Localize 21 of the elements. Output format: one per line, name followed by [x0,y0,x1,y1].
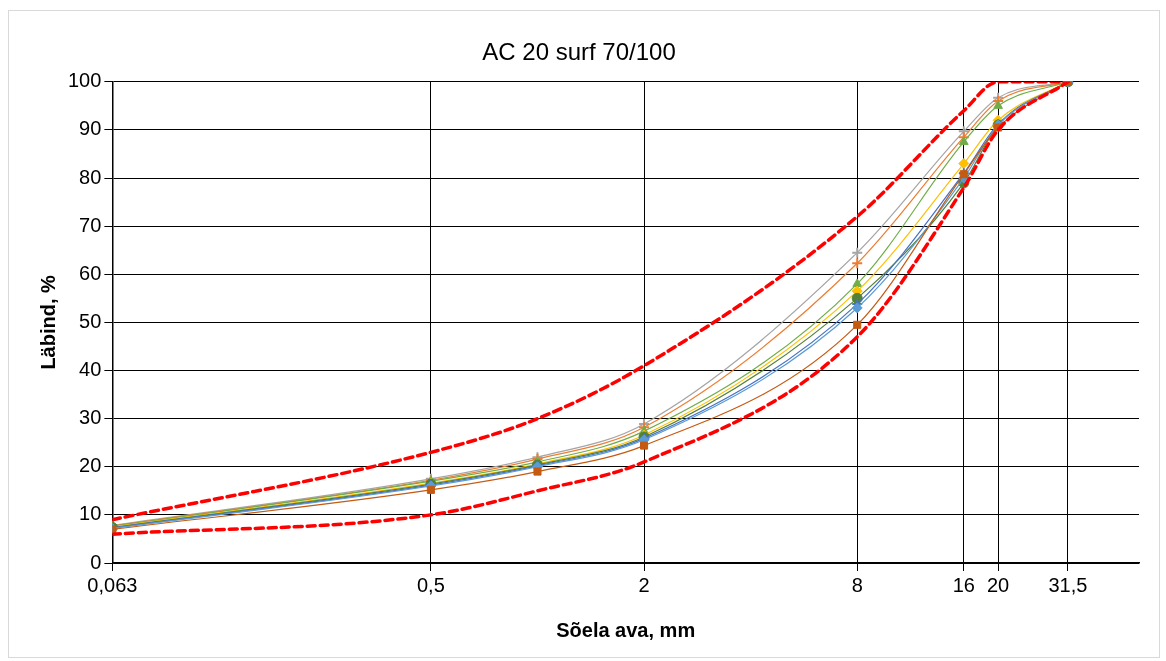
y-tick-label: 10 [79,502,102,525]
y-tick-label: 70 [79,213,102,236]
y-tick-label: 30 [79,406,102,429]
x-tick-label: 16 [952,573,975,596]
y-tick-label: 40 [79,358,102,381]
y-tick-label: 90 [79,117,102,140]
x-tick-label: 0,063 [87,573,138,596]
x-tick-label: 8 [851,573,863,596]
x-tick-label: 20 [986,573,1010,596]
y-tick-label: 80 [79,165,102,188]
x-tick-label: 2 [638,573,650,596]
x-tick-label: 0,5 [416,573,445,596]
chart-title: AC 20 surf 70/100 [482,38,676,66]
y-axis-title: Läbind, % [36,274,59,370]
y-tick-label: 0 [90,550,102,573]
y-tick-label: 100 [67,69,102,92]
y-tick-label: 50 [79,309,102,332]
x-axis-title: Sõela ava, mm [556,618,696,641]
y-tick-label: 60 [79,261,102,284]
x-tick-label: 31,5 [1048,573,1088,596]
y-tick-label: 20 [79,454,102,477]
